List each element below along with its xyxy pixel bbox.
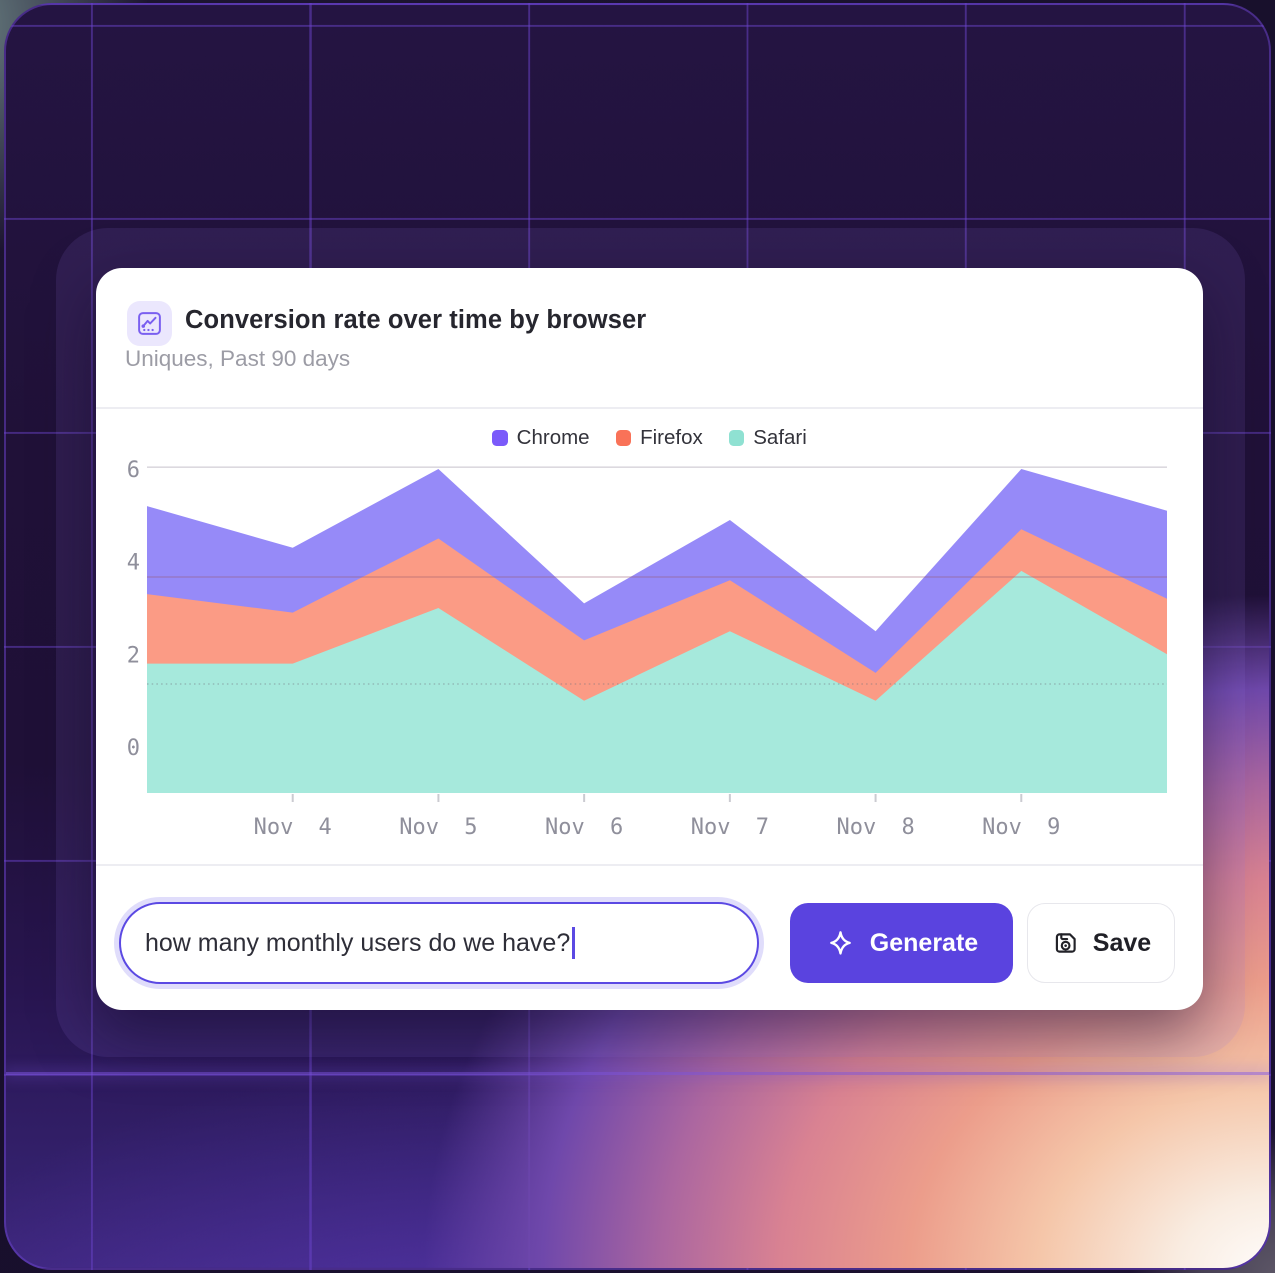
generate-button-label: Generate	[869, 928, 979, 957]
y-axis-label: 4	[127, 551, 140, 576]
prompt-input-value: how many monthly users do we have?	[145, 928, 571, 957]
chart-legend: Chrome Firefox Safari	[96, 426, 1203, 450]
save-button[interactable]: Save	[1027, 903, 1175, 983]
legend-swatch-icon	[728, 430, 745, 446]
x-axis-label: Nov 7	[691, 815, 769, 840]
save-icon	[1055, 933, 1076, 953]
y-axis-label: 6	[127, 458, 140, 483]
y-axis-label: 0	[127, 736, 140, 761]
conversion-chart: 6 4 2 0 Nov 4 Nov 5 Nov 6 Nov 7 Nov 8 Nov 9	[127, 458, 1167, 840]
text-cursor	[572, 927, 575, 959]
legend-item-safari[interactable]: Safari	[728, 426, 807, 450]
x-axis-label: Nov 6	[545, 815, 623, 840]
legend-label: Safari	[753, 426, 807, 449]
x-axis-label: Nov 8	[836, 815, 914, 840]
chart-card: 6 4 2 0 Nov 4 Nov 5 Nov 6 Nov 7 Nov 8 Nov 9 Conve…	[96, 268, 1203, 1010]
line-chart-icon	[127, 301, 172, 346]
page-title: Conversion rate over time by browser	[185, 306, 647, 334]
y-axis-label: 2	[127, 643, 140, 668]
legend-item-firefox[interactable]: Firefox	[615, 426, 703, 450]
x-axis-label: Nov 4	[254, 815, 332, 840]
chart-subtitle: Uniques, Past 90 days	[125, 346, 351, 371]
legend-item-chrome[interactable]: Chrome	[492, 426, 590, 450]
chart-area-safari	[147, 570, 1167, 793]
x-axis-label: Nov 5	[399, 815, 477, 840]
generate-button[interactable]: Generate	[790, 903, 1013, 983]
sparkle-icon	[829, 930, 851, 955]
legend-swatch-icon	[615, 430, 632, 446]
legend-label: Chrome	[516, 426, 590, 449]
background-grid-line	[6, 1072, 1269, 1075]
header-divider	[96, 407, 1203, 409]
prompt-input[interactable]: how many monthly users do we have?	[119, 902, 759, 984]
legend-swatch-icon	[492, 430, 508, 446]
footer-divider	[96, 864, 1203, 866]
legend-label: Firefox	[640, 426, 703, 449]
x-axis-label: Nov 9	[982, 815, 1060, 840]
save-button-label: Save	[1092, 928, 1152, 957]
